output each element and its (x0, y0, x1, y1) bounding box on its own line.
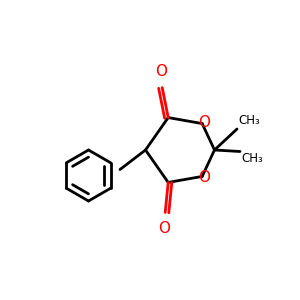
Text: CH₃: CH₃ (238, 115, 260, 128)
Text: O: O (155, 64, 167, 79)
Text: O: O (198, 170, 210, 185)
Text: O: O (198, 115, 210, 130)
Text: O: O (158, 221, 170, 236)
Text: CH₃: CH₃ (242, 152, 263, 165)
